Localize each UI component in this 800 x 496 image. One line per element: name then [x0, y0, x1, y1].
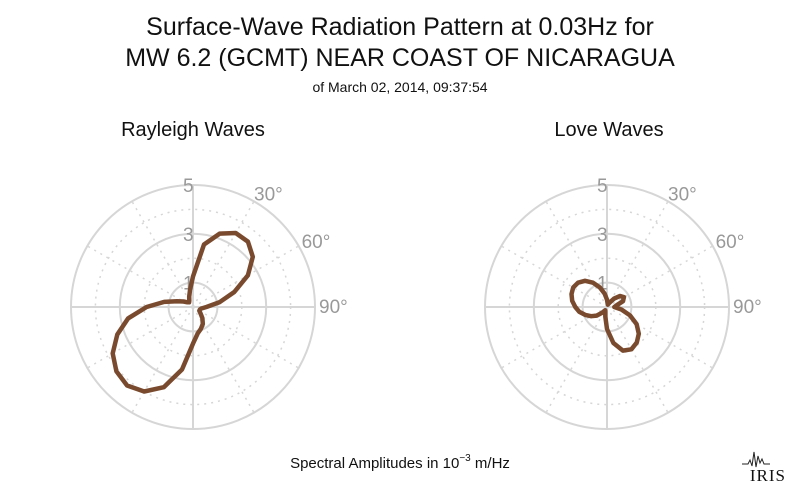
rayleigh-angle-tick-label: 30° — [254, 184, 283, 205]
rayleigh-angle-tick-label: 90° — [319, 297, 348, 318]
love-radiation-curve — [569, 278, 642, 353]
amplitude-units-label: Spectral Amplitudes in 10−3 m/Hz — [0, 453, 800, 472]
footer-base: 10 — [442, 455, 460, 472]
chart-subtitle: of March 02, 2014, 09:37:54 — [312, 79, 488, 95]
iris-logo: IRIS — [736, 446, 786, 486]
love-radial-tick-label: 5 — [597, 176, 608, 197]
love-angle-tick-label: 30° — [668, 184, 697, 205]
chart-title-line1: Surface-Wave Radiation Pattern at 0.03Hz… — [146, 13, 654, 41]
love-angle-tick-label: 90° — [733, 297, 762, 318]
rayleigh-radial-tick-label: 5 — [183, 176, 194, 197]
chart-title-line2: MW 6.2 (GCMT) NEAR COAST OF NICARAGUA — [125, 44, 675, 72]
rayleigh-radiation-curve — [110, 230, 256, 394]
love-radial-tick-label: 3 — [597, 225, 608, 246]
love-panel-title: Love Waves — [554, 119, 664, 141]
love-angle-tick-label: 60° — [716, 232, 745, 253]
rayleigh-angle-tick-label: 60° — [302, 232, 331, 253]
rayleigh-radial-tick-label: 3 — [183, 225, 194, 246]
seismogram-icon — [742, 451, 770, 468]
footer-prefix: Spectral Amplitudes in — [290, 455, 443, 472]
footer-unit: m/Hz — [470, 455, 510, 472]
love-radial-tick-label: 1 — [597, 274, 608, 295]
logo-text: IRIS — [749, 466, 786, 485]
rayleigh-radial-tick-label: 1 — [183, 274, 194, 295]
rayleigh-panel-title: Rayleigh Waves — [121, 119, 265, 141]
footer-exponent: −3 — [459, 453, 471, 464]
